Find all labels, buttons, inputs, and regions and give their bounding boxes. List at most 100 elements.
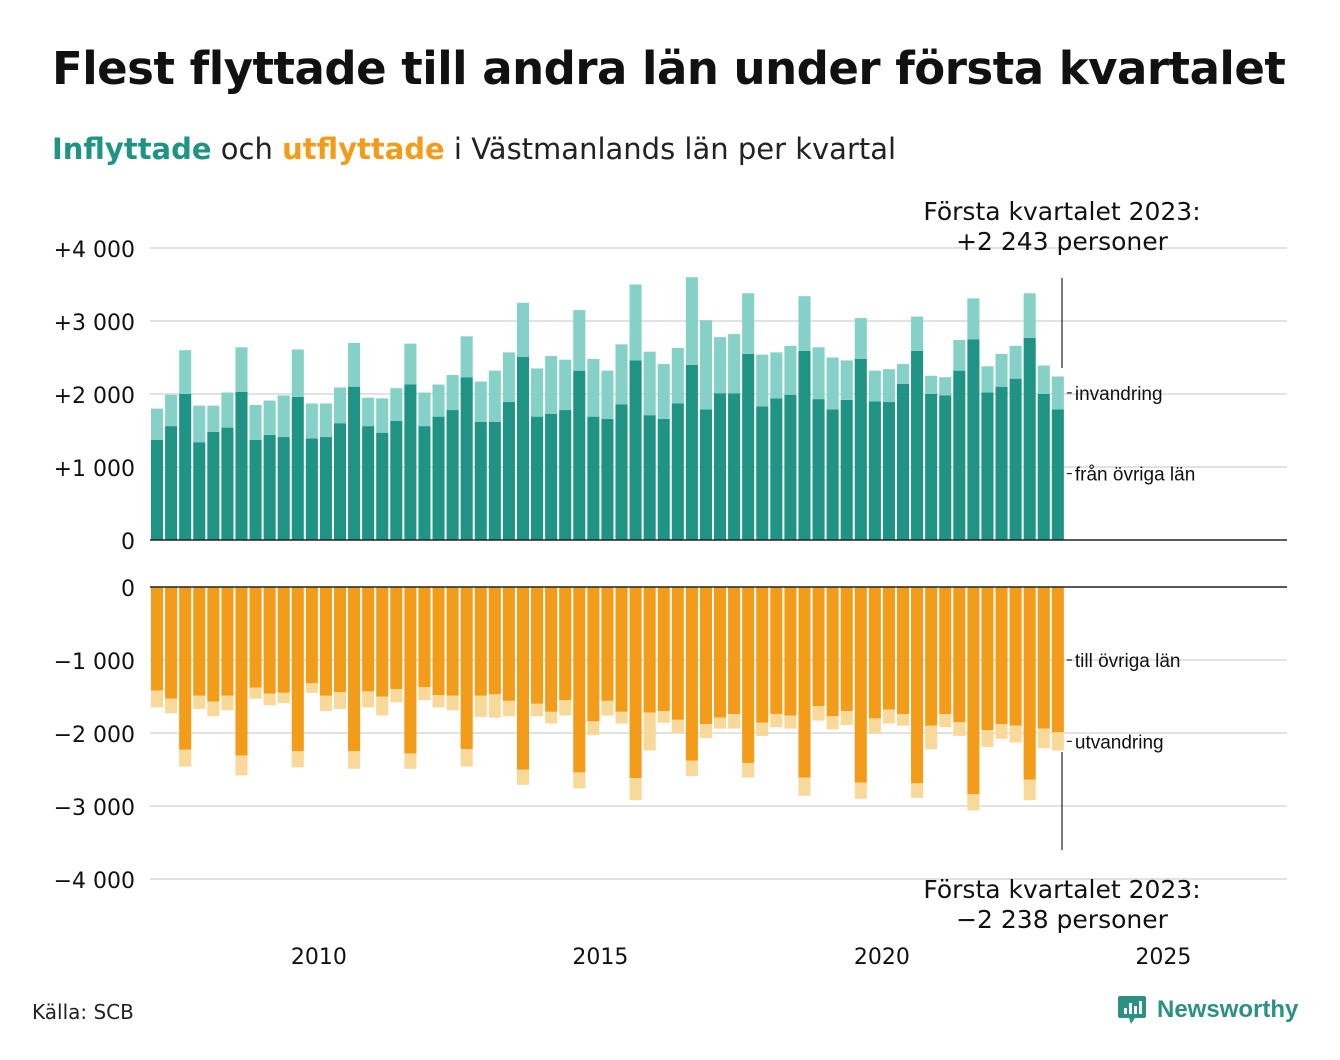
bar-utvandring: [826, 716, 839, 730]
brand-logo: Newsworthy: [1117, 994, 1298, 1026]
subtitle-rest: i Västmanlands län per kvartal: [444, 132, 897, 166]
bar-utvandring: [193, 695, 206, 709]
bar-fran-ovriga-lan: [657, 418, 670, 540]
bar-utvandring: [516, 769, 530, 785]
bar-till-ovriga-lan: [559, 587, 572, 701]
bar-fran-ovriga-lan: [221, 427, 234, 540]
bar-fran-ovriga-lan: [446, 410, 459, 540]
bar-till-ovriga-lan: [784, 587, 797, 716]
bar-utvandring: [545, 711, 558, 724]
bar-till-ovriga-lan: [601, 587, 614, 701]
bar-fran-ovriga-lan: [615, 404, 628, 540]
bar-till-ovriga-lan: [418, 587, 431, 688]
bar-invandring: [291, 349, 304, 397]
bar-till-ovriga-lan: [657, 587, 670, 712]
bar-utvandring: [714, 717, 727, 729]
bar-utvandring: [643, 712, 656, 751]
y-tick-label: −4 000: [54, 869, 135, 894]
bar-till-ovriga-lan: [263, 587, 276, 694]
bar-till-ovriga-lan: [643, 587, 656, 713]
bar-utvandring: [601, 700, 614, 716]
x-tick-label: 2025: [1135, 945, 1191, 970]
bar-utvandring: [1009, 725, 1022, 743]
bar-till-ovriga-lan: [587, 587, 600, 722]
bar-invandring: [235, 347, 248, 392]
bar-invandring: [728, 334, 741, 394]
bar-till-ovriga-lan: [193, 587, 206, 696]
bar-till-ovriga-lan: [728, 587, 741, 715]
bar-fran-ovriga-lan: [545, 413, 558, 540]
bar-till-ovriga-lan: [291, 587, 304, 752]
bar-invandring: [432, 384, 445, 417]
bar-utvandring: [179, 749, 192, 767]
bar-invandring: [446, 375, 459, 411]
bar-utvandring: [446, 695, 459, 711]
bar-till-ovriga-lan: [235, 587, 248, 756]
y-tick-label: 0: [121, 530, 135, 555]
bar-utvandring: [742, 762, 755, 778]
bar-till-ovriga-lan: [882, 587, 895, 710]
bar-fran-ovriga-lan: [770, 398, 783, 540]
y-tick-label: −3 000: [54, 796, 135, 821]
bar-fran-ovriga-lan: [896, 383, 910, 540]
bar-invandring: [615, 344, 628, 405]
bar-utvandring: [882, 709, 895, 724]
bar-utvandring: [685, 760, 698, 777]
bar-invandring: [643, 351, 656, 416]
bar-invandring: [165, 394, 178, 427]
bar-till-ovriga-lan: [474, 587, 487, 696]
bar-invandring: [812, 347, 825, 400]
annotation-top-line1: Första kvartalet 2023:: [923, 197, 1200, 226]
bar-fran-ovriga-lan: [840, 399, 853, 540]
bar-till-ovriga-lan: [756, 587, 769, 723]
bar-fran-ovriga-lan: [629, 360, 642, 540]
bar-invandring: [277, 395, 290, 438]
bar-till-ovriga-lan: [995, 587, 1008, 725]
bar-invandring: [699, 320, 712, 410]
bar-fran-ovriga-lan: [868, 401, 881, 540]
series-label: från övriga län: [1075, 465, 1195, 486]
bar-utvandring: [460, 749, 473, 767]
bar-fran-ovriga-lan: [277, 437, 290, 540]
bar-utvandring: [629, 778, 642, 801]
x-tick-label: 2010: [291, 945, 347, 970]
bar-invandring: [502, 352, 515, 403]
bar-fran-ovriga-lan: [502, 402, 515, 540]
bar-utvandring: [728, 714, 741, 729]
annotation-bottom-line2: −2 238 personer: [956, 905, 1169, 934]
bar-fran-ovriga-lan: [882, 402, 895, 540]
subtitle-och: och: [211, 132, 283, 166]
bar-till-ovriga-lan: [516, 587, 530, 770]
bar-invandring: [531, 368, 544, 417]
bar-fran-ovriga-lan: [249, 439, 262, 540]
y-tick-label: 0: [121, 577, 135, 602]
bar-utvandring: [348, 751, 361, 769]
bar-fran-ovriga-lan: [235, 391, 248, 540]
bar-invandring: [770, 352, 783, 399]
bar-utvandring: [756, 722, 769, 736]
bar-invandring: [516, 302, 530, 357]
bar-till-ovriga-lan: [404, 587, 417, 754]
bar-till-ovriga-lan: [939, 587, 952, 715]
bar-utvandring: [967, 794, 980, 811]
bar-utvandring: [277, 692, 290, 704]
bar-till-ovriga-lan: [615, 587, 628, 712]
bar-utvandring: [432, 695, 445, 708]
chart-subtitle: Inflyttade och utflyttade i Västmanlands…: [52, 132, 896, 166]
bar-invandring: [474, 381, 487, 422]
bar-till-ovriga-lan: [179, 587, 192, 750]
bar-invandring: [1009, 345, 1022, 379]
bar-till-ovriga-lan: [798, 587, 811, 778]
bar-till-ovriga-lan: [151, 587, 164, 691]
bar-invandring: [714, 337, 727, 394]
y-tick-label: +3 000: [54, 311, 135, 336]
chart-title: Flest flyttade till andra län under förs…: [52, 42, 1286, 95]
bar-fran-ovriga-lan: [854, 358, 867, 540]
bar-till-ovriga-lan: [488, 587, 501, 695]
brand-name: Newsworthy: [1157, 996, 1299, 1023]
y-tick-label: −2 000: [54, 723, 135, 748]
bar-utvandring: [488, 694, 501, 718]
bar-till-ovriga-lan: [221, 587, 234, 696]
bar-till-ovriga-lan: [333, 587, 347, 693]
bar-till-ovriga-lan: [531, 587, 544, 704]
